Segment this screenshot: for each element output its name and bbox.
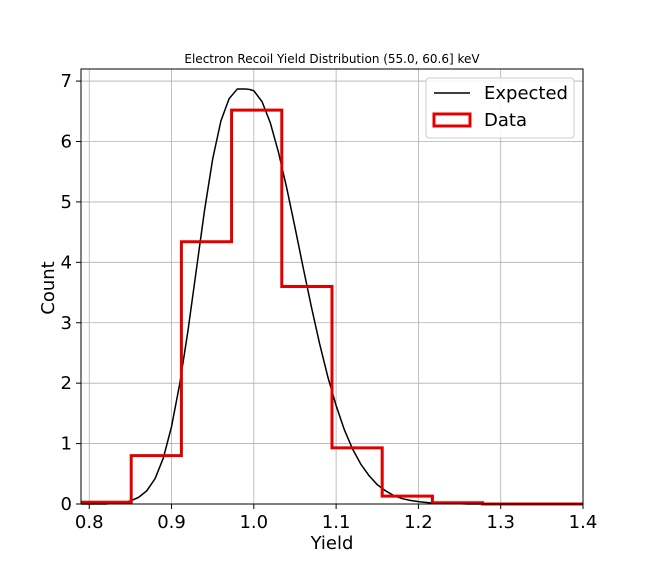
x-tick-label: 0.8 xyxy=(75,512,104,533)
x-tick-label: 1.2 xyxy=(404,512,433,533)
y-tick-label: 6 xyxy=(61,132,72,153)
legend-data-swatch xyxy=(432,112,472,128)
axis-ticks: 0.8 0.9 1.0 1.1 1.2 1.3 1.4 0 1 2 3 4 5 6 7 xyxy=(61,71,598,533)
data-histogram xyxy=(81,108,583,506)
y-tick-label: 3 xyxy=(61,313,72,334)
legend-expected-label: Expected xyxy=(484,83,568,104)
x-tick-label: 1.4 xyxy=(569,512,598,533)
x-axis-label: Yield xyxy=(310,533,354,554)
x-tick-label: 0.9 xyxy=(157,512,186,533)
y-tick-label: 4 xyxy=(61,252,72,273)
y-tick-label: 2 xyxy=(61,373,72,394)
x-tick-label: 1.1 xyxy=(322,512,351,533)
plot-area xyxy=(81,88,583,506)
plot-frame xyxy=(80,68,584,505)
y-tick-label: 7 xyxy=(61,71,72,92)
grid xyxy=(81,69,584,505)
x-tick-label: 1.3 xyxy=(486,512,515,533)
x-tick-label: 1.0 xyxy=(239,512,268,533)
y-axis-label: Count xyxy=(38,261,59,314)
y-tick-label: 1 xyxy=(61,434,72,455)
expected-curve xyxy=(81,88,583,505)
legend-data-label: Data xyxy=(484,110,527,131)
legend: Expected Data xyxy=(425,77,575,139)
chart-title: Electron Recoil Yield Distribution (55.0… xyxy=(184,52,480,66)
y-tick-label: 0 xyxy=(61,494,72,515)
y-tick-label: 5 xyxy=(61,192,72,213)
